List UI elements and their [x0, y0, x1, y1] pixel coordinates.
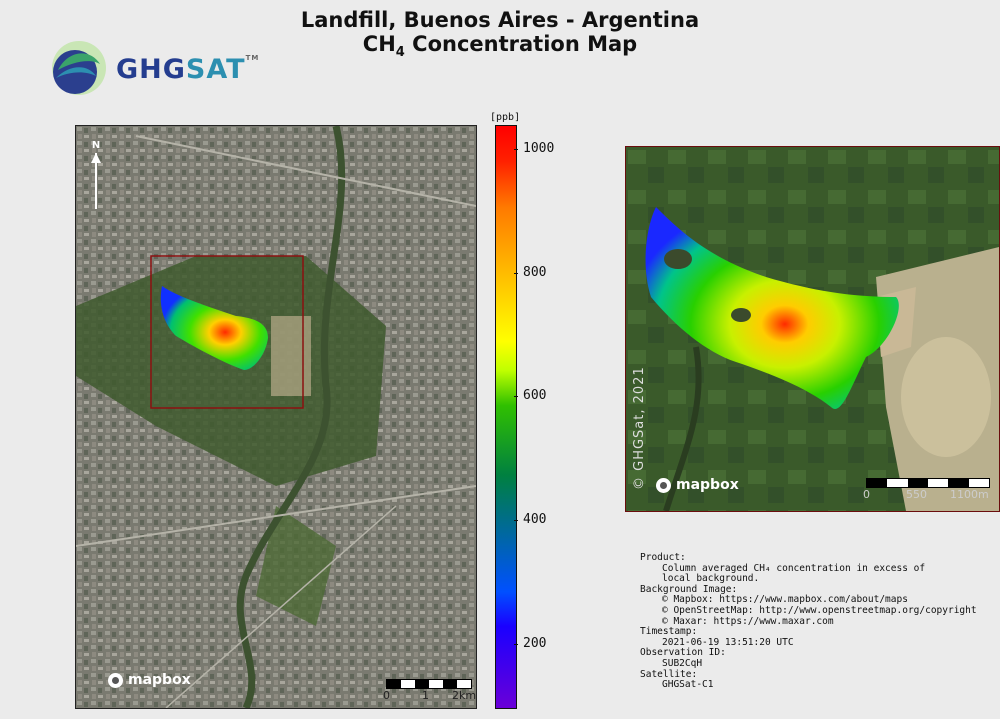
colorbar-tick: 400 [513, 512, 546, 527]
overview-map[interactable] [75, 125, 477, 709]
metadata-value: local background. [662, 573, 760, 585]
metadata-value: © OpenStreetMap: http://www.openstreetma… [662, 604, 977, 616]
metadata-key: Timestamp: [640, 626, 698, 638]
mapbox-attribution-left[interactable]: mapbox [108, 672, 191, 688]
methane-plume-overview [160, 286, 268, 370]
copyright-label: © GHGSat, 2021 [632, 366, 647, 490]
metadata-panel: Product: Column averaged CH₄ concentratio… [640, 552, 977, 691]
mapbox-icon [656, 477, 671, 493]
metadata-value: © Maxar: https://www.maxar.com [662, 615, 834, 627]
metadata-value: 2021-06-19 13:51:20 UTC [662, 636, 794, 648]
metadata-key: Observation ID: [640, 647, 726, 659]
colorbar-tick: 200 [513, 636, 546, 651]
mapbox-icon [108, 672, 123, 688]
metadata-value: GHGSat-C1 [662, 679, 714, 691]
metadata-key: Satellite: [640, 668, 698, 680]
colorbar [495, 125, 517, 709]
colorbar-tick: 1000 [513, 141, 554, 156]
colorbar-tick: 600 [513, 388, 546, 403]
colorbar-unit: [ppb] [490, 112, 521, 123]
metadata-value: SUB2CqH [662, 657, 703, 669]
ghgsat-globe-icon [52, 41, 106, 95]
ghgsat-logo: GHGSATTM [50, 40, 258, 96]
metadata-key: Product: [640, 552, 686, 563]
colorbar-tick: 800 [513, 265, 546, 280]
scale-bar-left: 0 1 2km [383, 679, 476, 702]
metadata-value: © Mapbox: https://www.mapbox.com/about/m… [662, 594, 908, 606]
methane-plume-zoomed [645, 207, 899, 409]
mapbox-attribution-right[interactable]: mapbox [656, 477, 739, 493]
north-arrow-icon [91, 153, 101, 209]
north-arrow: N [90, 140, 102, 214]
zoomed-map[interactable] [625, 146, 1000, 512]
map-title: Landfill, Buenos Aires - Argentina [300, 8, 700, 32]
metadata-value: Column averaged CH₄ concentration in exc… [662, 562, 926, 574]
scale-bar-right: 0 550 1100m [863, 478, 990, 501]
metadata-key: Background Image: [640, 583, 738, 595]
map-subtitle: CH4 Concentration Map [362, 32, 638, 61]
